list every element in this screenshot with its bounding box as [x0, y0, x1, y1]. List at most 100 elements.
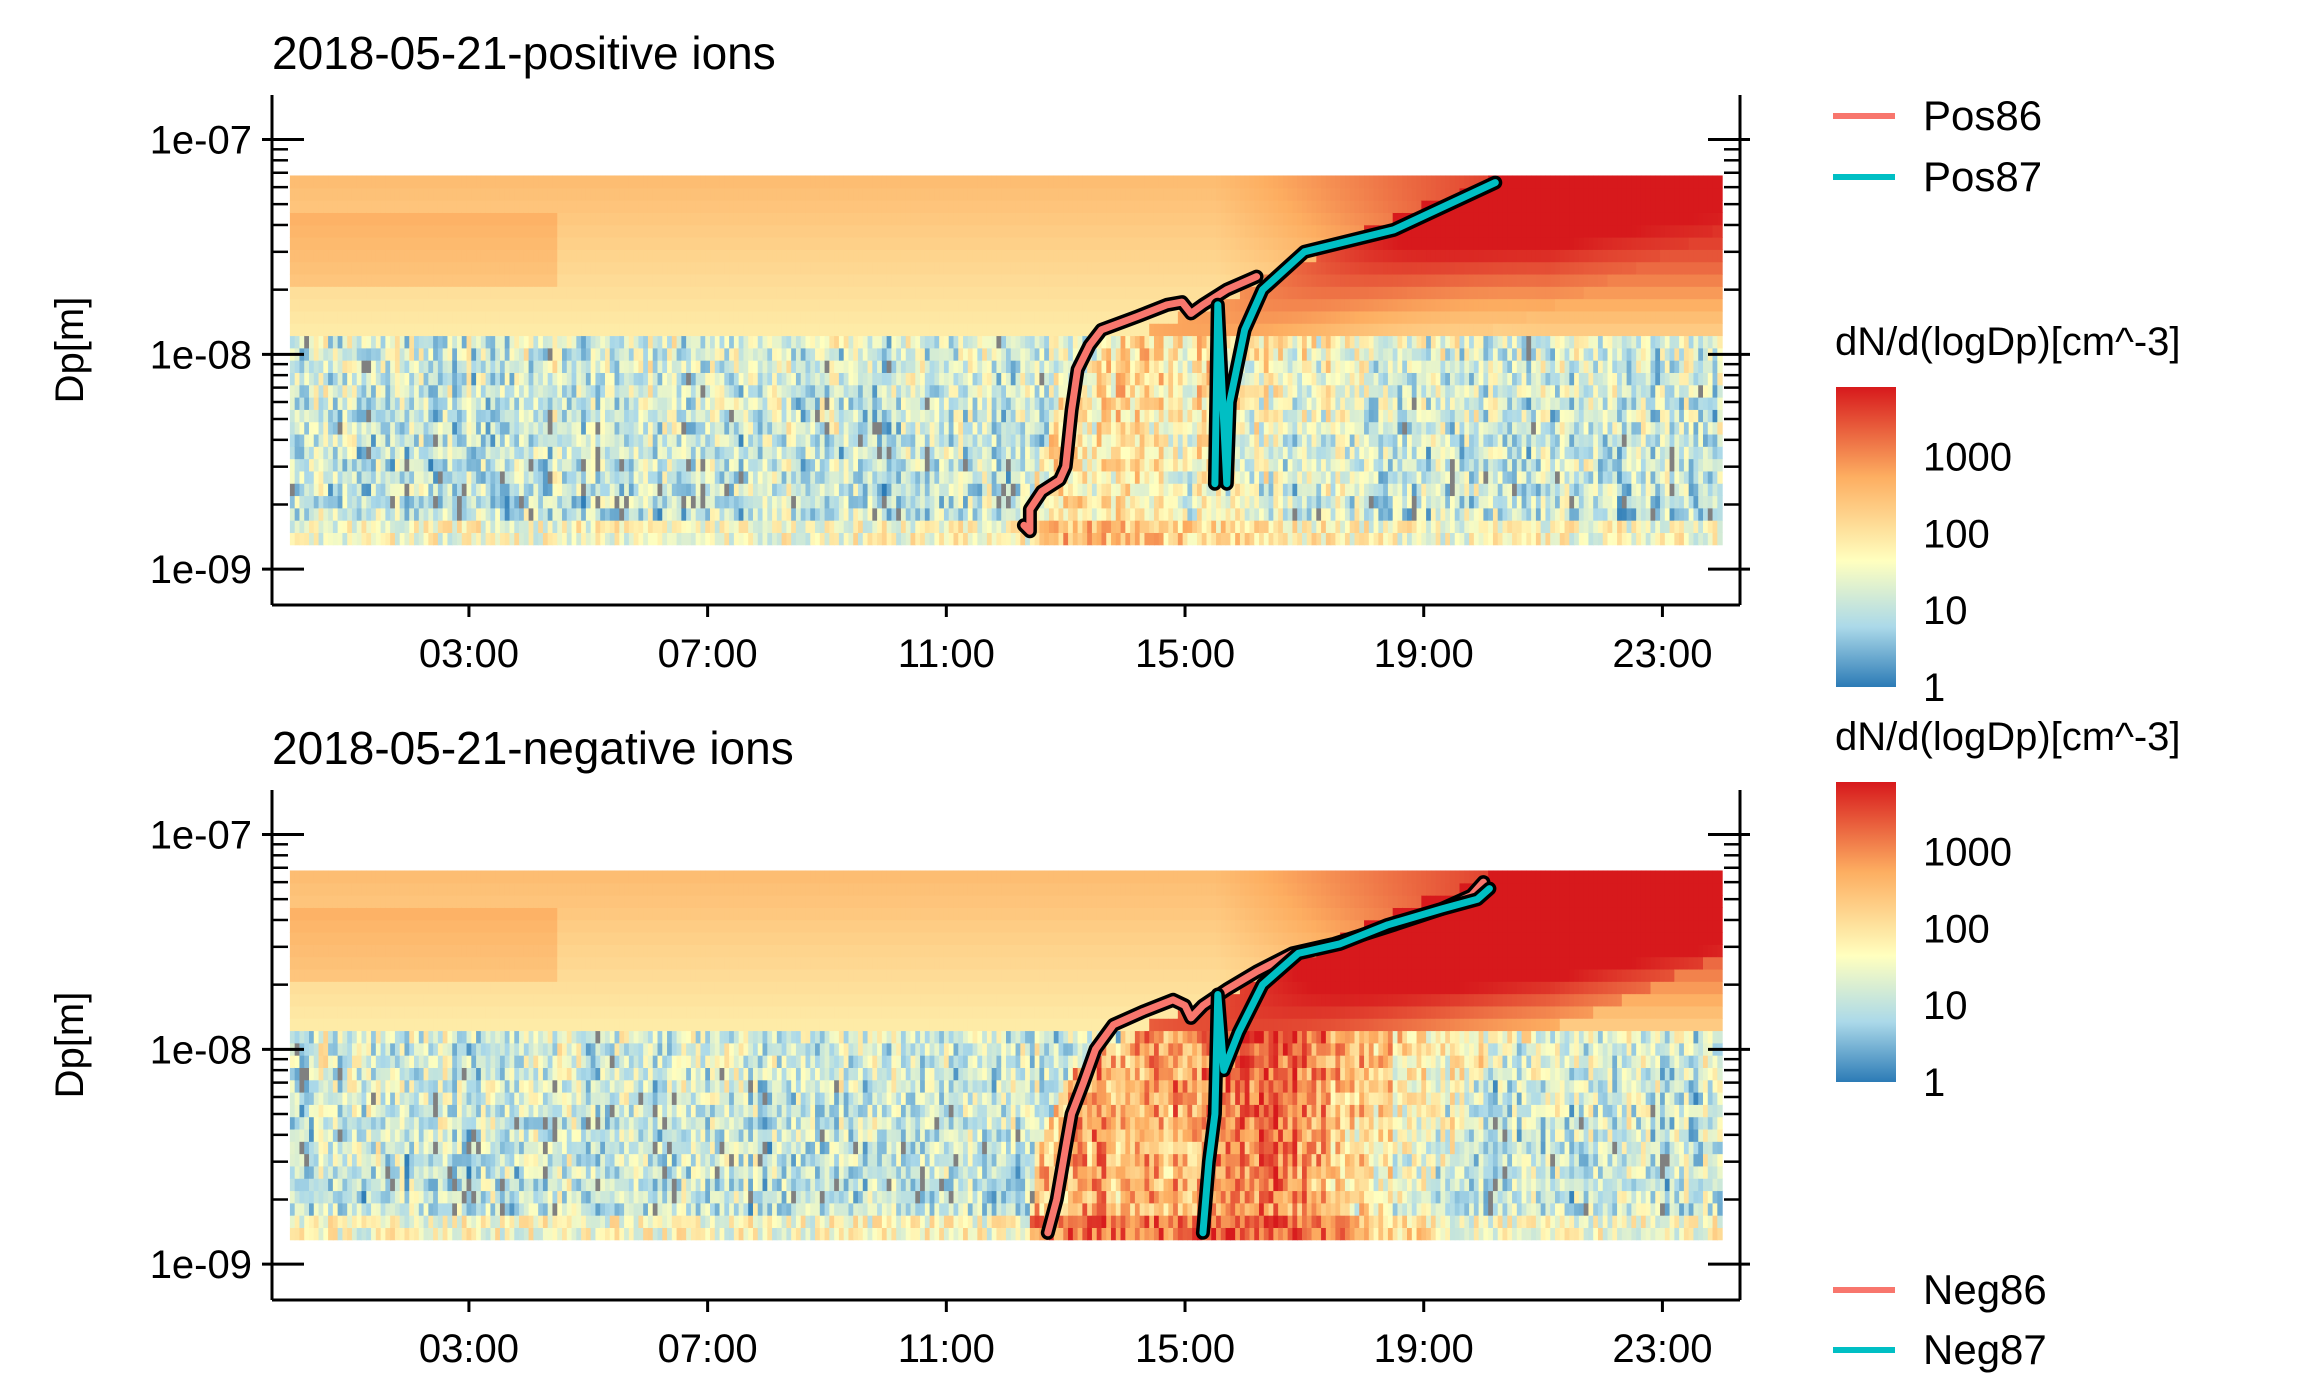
heatmap-cell	[1006, 495, 1012, 509]
heatmap-cell	[843, 237, 850, 250]
positive-heatmap	[289, 175, 1723, 546]
heatmap-cell	[318, 249, 324, 263]
heatmap-cell	[371, 224, 377, 238]
heatmap-cell	[394, 507, 401, 521]
heatmap-cell	[404, 520, 410, 533]
heatmap-cell	[700, 347, 706, 361]
heatmap-cell	[480, 458, 487, 472]
heatmap-cell	[332, 286, 339, 300]
heatmap-cell	[972, 261, 978, 275]
heatmap-cell	[528, 310, 534, 324]
heatmap-cell	[504, 335, 511, 349]
heatmap-cell	[848, 261, 854, 275]
heatmap-cell	[619, 335, 625, 349]
heatmap-cell	[433, 347, 439, 361]
heatmap-cell	[1006, 323, 1012, 337]
heatmap-cell	[447, 224, 453, 238]
heatmap-cell	[428, 323, 434, 337]
heatmap-cell	[581, 310, 587, 324]
heatmap-cell	[805, 507, 811, 521]
heatmap-cell	[1006, 433, 1012, 447]
heatmap-cell	[375, 397, 382, 410]
heatmap-cell	[963, 200, 969, 213]
heatmap-cell	[652, 286, 659, 300]
heatmap-cell	[1053, 495, 1060, 509]
heatmap-cell	[877, 310, 883, 324]
heatmap-cell	[838, 273, 845, 287]
heatmap-cell	[304, 495, 310, 509]
heatmap-cell	[1063, 187, 1069, 201]
heatmap-cell	[1068, 470, 1074, 484]
heatmap-cell	[466, 249, 472, 263]
heatmap-cell	[719, 421, 725, 435]
heatmap-cell	[471, 520, 477, 533]
heatmap-cell	[776, 187, 783, 201]
heatmap-cell	[781, 470, 787, 484]
heatmap-cell	[447, 286, 453, 300]
heatmap-cell	[562, 323, 568, 337]
heatmap-cell	[347, 495, 353, 509]
heatmap-cell	[900, 495, 907, 509]
heatmap-cell	[671, 347, 678, 361]
heatmap-cell	[485, 470, 492, 484]
heatmap-cell	[1063, 360, 1069, 373]
heatmap-cell	[538, 323, 544, 337]
heatmap-cell	[967, 187, 974, 201]
heatmap-cell	[628, 532, 635, 546]
heatmap-cell	[614, 261, 620, 275]
heatmap-cell	[986, 372, 993, 386]
heatmap-cell	[643, 397, 649, 410]
heatmap-cell	[390, 224, 396, 238]
heatmap-cell	[1044, 409, 1050, 423]
heatmap-cell	[337, 200, 344, 213]
heatmap-cell	[700, 200, 706, 213]
heatmap-cell	[619, 273, 625, 287]
heatmap-cell	[986, 212, 993, 226]
heatmap-cell	[1015, 224, 1021, 238]
heatmap-cell	[805, 470, 811, 484]
heatmap-cell	[585, 384, 592, 398]
heatmap-cell	[638, 384, 644, 398]
heatmap-cell	[729, 397, 735, 410]
heatmap-cell	[461, 249, 468, 263]
heatmap-cell	[705, 261, 711, 275]
heatmap-cell	[662, 446, 668, 460]
heatmap-cell	[762, 532, 768, 546]
heatmap-cell	[667, 335, 673, 349]
heatmap-cell	[490, 409, 496, 423]
heatmap-cell	[905, 212, 912, 226]
heatmap-cell	[886, 520, 893, 533]
heatmap-cell	[910, 458, 916, 472]
heatmap-cell	[905, 273, 912, 287]
heatmap-cell	[437, 507, 444, 521]
heatmap-cell	[915, 458, 921, 472]
heatmap-cell	[466, 483, 472, 497]
heatmap-cell	[1044, 470, 1050, 484]
heatmap-cell	[838, 298, 845, 312]
heatmap-cell	[318, 397, 324, 410]
heatmap-cell	[380, 446, 386, 460]
heatmap-cell	[1001, 200, 1007, 213]
heatmap-cell	[867, 286, 873, 300]
heatmap-cell	[309, 495, 315, 509]
heatmap-cell	[633, 323, 639, 337]
heatmap-cell	[380, 520, 386, 533]
heatmap-cell	[361, 224, 367, 238]
heatmap-cell	[667, 187, 673, 201]
heatmap-cell	[996, 372, 1002, 386]
heatmap-cell	[762, 273, 768, 287]
heatmap-cell	[1048, 360, 1055, 373]
heatmap-cell	[791, 212, 797, 226]
heatmap-cell	[309, 175, 315, 189]
heatmap-cell	[514, 323, 520, 337]
heatmap-cell	[485, 224, 492, 238]
heatmap-cell	[361, 458, 367, 472]
heatmap-cell	[667, 384, 673, 398]
heatmap-cell	[838, 372, 845, 386]
heatmap-cell	[748, 446, 754, 460]
heatmap-cell	[514, 507, 520, 521]
heatmap-cell	[786, 273, 792, 287]
heatmap-cell	[466, 200, 472, 213]
heatmap-cell	[576, 532, 582, 546]
heatmap-cell	[977, 384, 983, 398]
